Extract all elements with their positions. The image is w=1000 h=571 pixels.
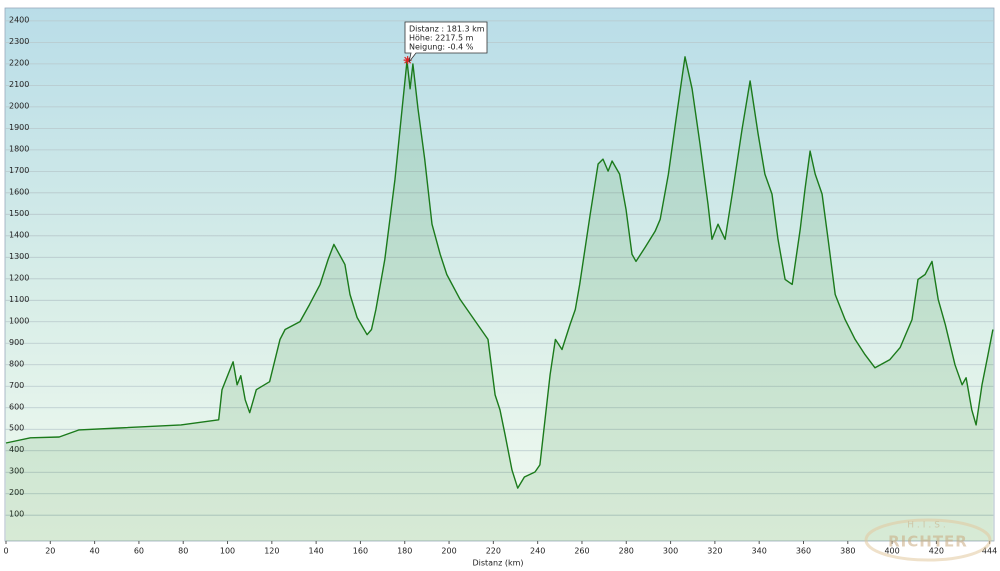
y-tick-label: 100 xyxy=(9,510,24,519)
x-tick-label: 380 xyxy=(840,547,855,556)
x-tick-label: 260 xyxy=(574,547,589,556)
x-tick-label: 400 xyxy=(884,547,899,556)
x-tick-label: 40 xyxy=(90,547,100,556)
tooltip-text: Höhe: 2217.5 m xyxy=(409,34,474,43)
y-tick-label: 1900 xyxy=(9,123,29,132)
watermark-ring xyxy=(864,518,992,562)
x-tick-label: 0 xyxy=(3,547,8,556)
watermark-text: RICHTER xyxy=(888,533,968,551)
x-tick-label: 420 xyxy=(929,547,944,556)
y-tick-label: 1600 xyxy=(9,187,29,196)
y-tick-label: 2000 xyxy=(9,101,29,110)
x-tick-label: 120 xyxy=(264,547,279,556)
y-tick-label: 2400 xyxy=(9,15,29,24)
y-tick-label: 600 xyxy=(9,402,24,411)
y-tick-label: 1200 xyxy=(9,273,29,282)
x-tick-label: 320 xyxy=(707,547,722,556)
y-tick-label: 1000 xyxy=(9,316,29,325)
watermark: H.I.S. RICHTER xyxy=(864,518,992,562)
x-tick-label: 180 xyxy=(397,547,412,556)
watermark-text: H.I.S. xyxy=(907,521,949,531)
y-tick-label: 300 xyxy=(9,467,24,476)
x-tick-label: 140 xyxy=(308,547,323,556)
tooltip-text: Neigung: -0.4 % xyxy=(409,43,474,52)
x-tick-label: 100 xyxy=(220,547,235,556)
x-tick-label: 220 xyxy=(486,547,501,556)
y-tick-label: 1400 xyxy=(9,230,29,239)
y-tick-label: 2100 xyxy=(9,80,29,89)
y-tick-label: 800 xyxy=(9,359,24,368)
x-tick-label: 80 xyxy=(178,547,188,556)
elevation-line xyxy=(5,56,994,489)
tooltip: Distanz : 181.3 km Höhe: 2217.5 m Neigun… xyxy=(404,21,488,63)
x-tick-label: 160 xyxy=(353,547,368,556)
x-tick-label: 280 xyxy=(619,547,634,556)
y-tick-label: 700 xyxy=(9,381,24,390)
tooltip-box xyxy=(404,21,488,63)
x-tick-label: 444 xyxy=(982,547,997,556)
x-tick-label: 240 xyxy=(530,547,545,556)
y-tick-label: 200 xyxy=(9,488,24,497)
y-tick-label: 1500 xyxy=(9,209,29,218)
y-tick-label: 2200 xyxy=(9,58,29,67)
y-tick-label: 2300 xyxy=(9,37,29,46)
y-tick-label: 500 xyxy=(9,424,24,433)
tooltip-text: Distanz : 181.3 km xyxy=(409,25,485,34)
x-axis-title: Distanz (km) xyxy=(472,559,523,568)
position-marker xyxy=(403,56,412,65)
x-tick-label: 340 xyxy=(752,547,767,556)
x-tick-label: 20 xyxy=(45,547,55,556)
y-tick-label: 1100 xyxy=(9,295,29,304)
y-tick-label: 1300 xyxy=(9,252,29,261)
plot-area xyxy=(4,7,995,542)
x-tick-label: 360 xyxy=(796,547,811,556)
y-tick-label: 900 xyxy=(9,338,24,347)
y-tick-label: 400 xyxy=(9,445,24,454)
x-tick-label: 60 xyxy=(134,547,144,556)
x-tick-label: 200 xyxy=(441,547,456,556)
y-tick-label: 1700 xyxy=(9,166,29,175)
x-tick-label: 300 xyxy=(663,547,678,556)
area-fill xyxy=(6,56,993,542)
plot-layer: 1002003004005006007008009001000110012001… xyxy=(3,15,997,555)
y-tick-label: 1800 xyxy=(9,144,29,153)
